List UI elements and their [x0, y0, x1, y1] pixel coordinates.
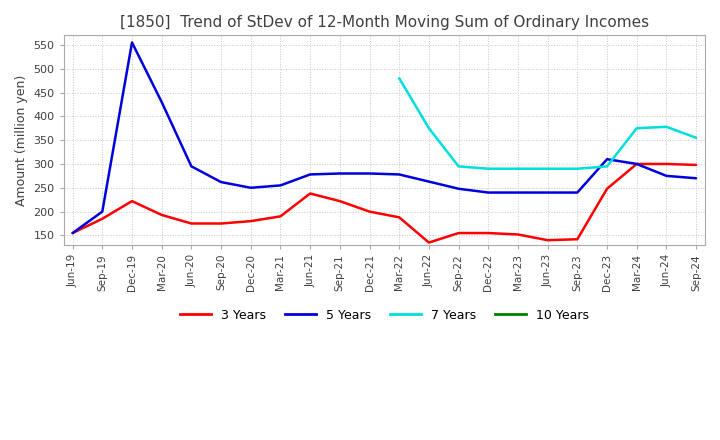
- 7 Years: [395, 76, 403, 81]
- 3 Years: [276, 214, 285, 219]
- 5 Years: [187, 164, 196, 169]
- 5 Years: [276, 183, 285, 188]
- 5 Years: [217, 180, 225, 185]
- 5 Years: [246, 185, 255, 191]
- 3 Years: [573, 237, 582, 242]
- 5 Years: [544, 190, 552, 195]
- 7 Years: [573, 166, 582, 171]
- 3 Years: [98, 216, 107, 221]
- Line: 7 Years: 7 Years: [399, 78, 696, 169]
- 3 Years: [217, 221, 225, 226]
- 3 Years: [484, 231, 492, 236]
- 5 Years: [662, 173, 671, 179]
- 7 Years: [632, 125, 641, 131]
- 3 Years: [454, 231, 463, 236]
- 5 Years: [395, 172, 403, 177]
- 5 Years: [68, 231, 77, 236]
- Y-axis label: Amount (million yen): Amount (million yen): [15, 74, 28, 206]
- 3 Years: [68, 231, 77, 236]
- 7 Years: [454, 164, 463, 169]
- 3 Years: [513, 232, 522, 237]
- 3 Years: [692, 162, 701, 168]
- 5 Years: [127, 40, 136, 45]
- 3 Years: [306, 191, 315, 196]
- 5 Years: [513, 190, 522, 195]
- 5 Years: [632, 161, 641, 167]
- 7 Years: [425, 125, 433, 131]
- 5 Years: [98, 209, 107, 214]
- 3 Years: [365, 209, 374, 214]
- Legend: 3 Years, 5 Years, 7 Years, 10 Years: 3 Years, 5 Years, 7 Years, 10 Years: [175, 304, 594, 327]
- 3 Years: [187, 221, 196, 226]
- 3 Years: [632, 161, 641, 167]
- 7 Years: [513, 166, 522, 171]
- 5 Years: [365, 171, 374, 176]
- 3 Years: [158, 213, 166, 218]
- Line: 5 Years: 5 Years: [73, 43, 696, 233]
- 5 Years: [425, 179, 433, 184]
- 5 Years: [692, 176, 701, 181]
- 5 Years: [306, 172, 315, 177]
- Line: 3 Years: 3 Years: [73, 164, 696, 242]
- 3 Years: [425, 240, 433, 245]
- 5 Years: [573, 190, 582, 195]
- 3 Years: [127, 198, 136, 204]
- 5 Years: [158, 99, 166, 105]
- 5 Years: [454, 186, 463, 191]
- Title: [1850]  Trend of StDev of 12-Month Moving Sum of Ordinary Incomes: [1850] Trend of StDev of 12-Month Moving…: [120, 15, 649, 30]
- 7 Years: [603, 164, 611, 169]
- 7 Years: [662, 124, 671, 129]
- 3 Years: [544, 238, 552, 243]
- 3 Years: [662, 161, 671, 167]
- 3 Years: [246, 219, 255, 224]
- 7 Years: [484, 166, 492, 171]
- 5 Years: [603, 157, 611, 162]
- 7 Years: [692, 135, 701, 140]
- 3 Years: [336, 198, 344, 204]
- 7 Years: [544, 166, 552, 171]
- 3 Years: [603, 186, 611, 191]
- 3 Years: [395, 215, 403, 220]
- 5 Years: [336, 171, 344, 176]
- 5 Years: [484, 190, 492, 195]
